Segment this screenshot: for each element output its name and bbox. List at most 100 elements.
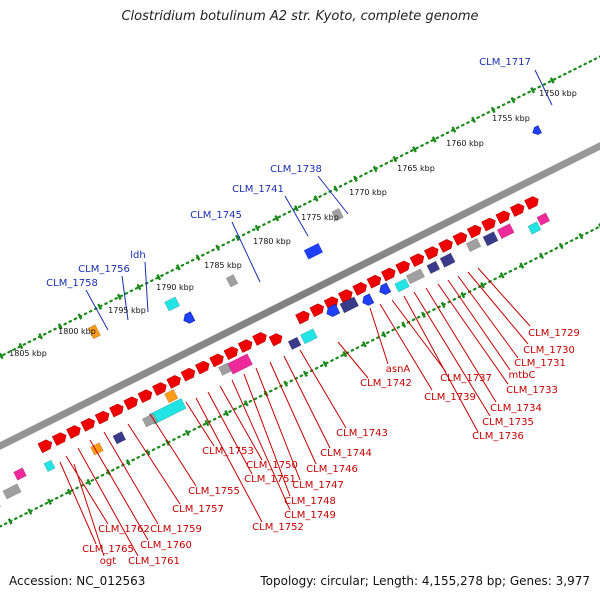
gene-label[interactable]: CLM_1744	[320, 448, 372, 459]
gene-feature[interactable]	[366, 273, 383, 289]
gene-feature[interactable]	[524, 195, 541, 210]
gene-feature[interactable]	[164, 296, 181, 312]
gene-feature[interactable]	[394, 278, 410, 293]
gene-feature[interactable]	[252, 331, 269, 346]
gene-label[interactable]: CLM_1752	[252, 522, 304, 533]
gene-label[interactable]: CLM_1746	[306, 464, 358, 475]
gene-feature[interactable]	[465, 237, 482, 253]
gene-feature[interactable]	[164, 389, 179, 404]
gene-label[interactable]: CLM_1735	[482, 417, 534, 428]
gene-label[interactable]: CLM_1757	[172, 504, 224, 515]
gene-label[interactable]: CLM_1733	[506, 385, 558, 396]
gene-feature[interactable]	[424, 245, 440, 260]
gene-feature[interactable]	[531, 125, 542, 137]
gene-label[interactable]: CLM_1765	[82, 544, 134, 555]
gene-label[interactable]: CLM_1730	[523, 345, 575, 356]
gene-label[interactable]: CLM_1753	[202, 446, 254, 457]
gene-label[interactable]: CLM_1759	[150, 524, 202, 535]
gene-label[interactable]: CLM_1741	[232, 184, 284, 195]
gene-label[interactable]: CLM_1756	[78, 264, 130, 275]
gene-feature[interactable]	[43, 459, 56, 473]
gene-label[interactable]: CLM_1739	[424, 392, 476, 403]
gene-feature[interactable]	[225, 274, 239, 288]
gene-feature[interactable]	[181, 311, 196, 325]
gene-label[interactable]: CLM_1760	[140, 540, 192, 551]
gene-feature[interactable]	[13, 467, 27, 481]
gene-feature[interactable]	[339, 296, 359, 314]
gene-feature[interactable]	[195, 359, 211, 375]
gene-label[interactable]: CLM_1755	[188, 486, 240, 497]
gene-label[interactable]: mtbC	[509, 370, 536, 381]
gene-feature[interactable]	[123, 395, 140, 411]
gene-feature[interactable]	[331, 208, 344, 222]
gene-feature[interactable]	[303, 242, 324, 260]
gene-feature[interactable]	[536, 212, 551, 226]
gene-feature[interactable]	[2, 483, 22, 500]
gene-feature[interactable]	[509, 202, 526, 217]
gene-label[interactable]: CLM_1747	[292, 480, 344, 491]
gene-label[interactable]: ogt	[100, 556, 116, 567]
gene-feature[interactable]	[152, 381, 168, 396]
gene-labels[interactable]: CLM_1717CLM_1738CLM_1741CLM_1745ldhCLM_1…	[46, 57, 580, 567]
gene-label[interactable]: CLM_1731	[514, 358, 566, 369]
gene-feature[interactable]	[405, 268, 425, 285]
gene-label[interactable]: CLM_1761	[128, 556, 180, 567]
gene-label[interactable]: asnA	[386, 364, 411, 375]
gene-feature[interactable]	[51, 431, 68, 446]
gene-feature[interactable]	[452, 231, 469, 246]
gene-label[interactable]: CLM_1750	[246, 460, 298, 471]
gene-feature[interactable]	[495, 209, 512, 225]
gene-feature[interactable]	[300, 328, 318, 345]
gene-label[interactable]: CLM_1717	[479, 57, 531, 68]
gene-feature[interactable]	[218, 362, 232, 376]
gene-feature[interactable]	[438, 238, 455, 253]
gene-label[interactable]: CLM_1737	[440, 373, 492, 384]
gene-feature[interactable]	[66, 424, 83, 439]
gene-label[interactable]: CLM_1748	[284, 496, 336, 507]
gene-feature[interactable]	[37, 438, 54, 454]
gene-label[interactable]: CLM_1758	[46, 278, 98, 289]
gene-feature[interactable]	[137, 388, 154, 404]
gene-feature[interactable]	[109, 402, 125, 418]
gene-label[interactable]: CLM_1745	[190, 210, 242, 221]
gene-feature[interactable]	[237, 338, 254, 353]
gene-label[interactable]: CLM_1762	[98, 524, 150, 535]
gene-feature[interactable]	[482, 231, 499, 247]
gene-feature[interactable]	[395, 259, 412, 275]
gene-feature[interactable]	[268, 332, 284, 347]
gene-feature[interactable]	[223, 345, 240, 361]
gene-feature[interactable]	[377, 282, 392, 296]
gene-feature[interactable]	[338, 288, 354, 303]
gene-label[interactable]: CLM_1736	[472, 431, 524, 442]
gene-feature[interactable]	[141, 413, 158, 428]
gene-features[interactable]	[0, 125, 551, 513]
gene-feature[interactable]	[439, 252, 456, 268]
gene-label[interactable]: ldh	[130, 250, 145, 261]
gene-label[interactable]: CLM_1734	[490, 403, 542, 414]
gene-feature[interactable]	[325, 303, 341, 318]
gene-feature[interactable]	[209, 352, 226, 368]
gene-feature[interactable]	[466, 223, 483, 239]
gene-feature[interactable]	[309, 302, 326, 318]
gene-feature[interactable]	[527, 221, 542, 235]
gene-feature[interactable]	[0, 498, 1, 513]
gene-feature[interactable]	[80, 417, 97, 432]
gene-feature[interactable]	[112, 431, 127, 445]
gene-feature[interactable]	[426, 260, 441, 274]
gene-feature[interactable]	[409, 252, 426, 268]
gene-feature[interactable]	[496, 223, 515, 240]
gene-label[interactable]: CLM_1743	[336, 428, 388, 439]
gene-feature[interactable]	[87, 324, 101, 340]
gene-feature[interactable]	[360, 293, 375, 307]
gene-feature[interactable]	[481, 216, 498, 232]
gene-label[interactable]: CLM_1738	[270, 164, 322, 175]
gene-feature[interactable]	[381, 266, 397, 282]
gene-label[interactable]: CLM_1729	[528, 328, 580, 339]
gene-label[interactable]: CLM_1749	[284, 510, 336, 521]
gene-feature[interactable]	[166, 374, 183, 389]
gene-feature[interactable]	[94, 409, 111, 425]
gene-feature[interactable]	[287, 336, 302, 350]
gene-feature[interactable]	[352, 281, 369, 296]
gene-feature[interactable]	[180, 366, 197, 382]
